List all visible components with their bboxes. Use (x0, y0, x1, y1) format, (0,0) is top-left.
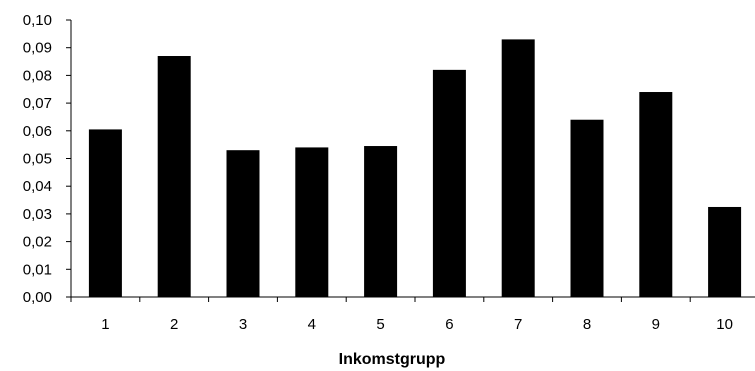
x-tick-label: 3 (239, 316, 247, 333)
bar-1 (88, 129, 122, 297)
y-axis: 0,00 0,01 0,02 0,03 0,04 0,05 0,06 0,07 0,08 0,09… (23, 12, 72, 306)
bar-4 (295, 147, 329, 297)
y-tick-label: 0,06 (23, 123, 52, 140)
x-tick-label: 5 (376, 316, 384, 333)
bars (88, 39, 742, 298)
x-tick-label: 1 (101, 316, 109, 333)
x-axis-title: Inkomstgrupp (339, 351, 446, 368)
y-tick-label: 0,01 (23, 261, 52, 278)
bar-9 (639, 92, 673, 298)
bar-3 (226, 150, 260, 297)
x-tick-label: 6 (445, 316, 453, 333)
y-tick-label: 0,07 (23, 95, 52, 112)
bar-5 (364, 146, 398, 297)
bar-6 (432, 69, 466, 297)
x-tick-label: 7 (514, 316, 522, 333)
bar-7 (501, 39, 535, 297)
x-tick-label: 10 (716, 316, 733, 333)
y-tick-label: 0,02 (23, 234, 52, 251)
y-tick-label: 0,00 (23, 289, 52, 306)
y-tick-label: 0,04 (23, 178, 52, 195)
y-tick-label: 0,10 (23, 12, 52, 29)
x-tick-label: 9 (652, 316, 660, 333)
x-axis: 1 2 3 4 5 6 7 8 9 10 (70, 296, 755, 333)
x-tick-label: 8 (583, 316, 591, 333)
bar-2 (157, 56, 191, 298)
bar-8 (570, 119, 604, 297)
y-tick-label: 0,09 (23, 40, 52, 57)
y-tick-label: 0,08 (23, 67, 52, 84)
y-tick-label: 0,05 (23, 151, 52, 168)
x-tick-label: 4 (308, 316, 316, 333)
bar-10 (708, 206, 742, 297)
y-tick-label: 0,03 (23, 206, 52, 223)
x-tick-label: 2 (170, 316, 178, 333)
